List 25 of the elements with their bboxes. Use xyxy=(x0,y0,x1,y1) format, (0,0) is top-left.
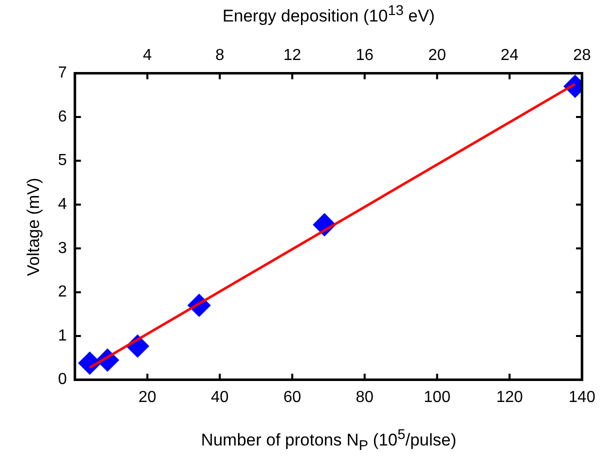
y-tick-label: 6 xyxy=(58,108,67,126)
x-tick-label: 80 xyxy=(356,388,374,406)
x-tick-label: 140 xyxy=(568,388,596,406)
x2-tick-label: 12 xyxy=(283,47,302,64)
x2-axis-title: Energy deposition (10$^{13}$ eV) xyxy=(222,3,435,27)
x-tick-label: 120 xyxy=(496,388,523,406)
y-tick-label: 0 xyxy=(58,371,67,388)
x2-tick-label: 28 xyxy=(573,47,591,64)
y-tick-label: 7 xyxy=(58,64,67,82)
y-tick-label: 4 xyxy=(58,196,67,214)
x2-tick-label: 4 xyxy=(142,47,152,64)
x2-tick-label: 16 xyxy=(356,47,374,64)
x2-tick-label: 24 xyxy=(500,47,519,64)
x-axis-title: Number of protons N$_{P}$ (10$^{5}$/pulse) xyxy=(200,426,456,454)
x2-tick-label: 20 xyxy=(428,47,446,64)
y-tick-label: 3 xyxy=(58,240,67,257)
x-tick-label: 100 xyxy=(424,388,451,406)
x-tick-label: 60 xyxy=(283,388,302,406)
y-tick-label: 5 xyxy=(58,152,67,170)
x2-tick-label: 8 xyxy=(215,47,224,64)
y-axis-title: Voltage (mV) xyxy=(24,177,44,276)
y-tick-label: 1 xyxy=(58,327,67,344)
x-tick-label: 40 xyxy=(210,388,229,406)
y-tick-label: 2 xyxy=(58,284,67,301)
x-tick-label: 20 xyxy=(138,388,156,406)
